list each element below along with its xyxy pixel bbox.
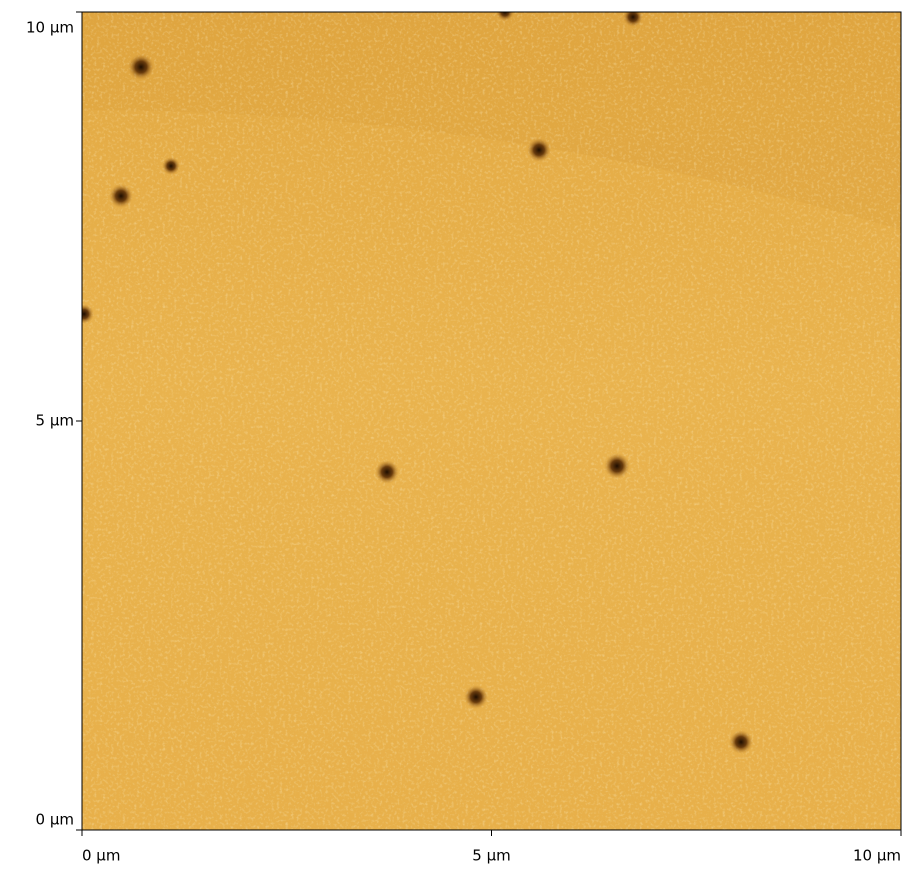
- y-tick-label: 5 µm: [36, 412, 74, 430]
- x-tick-label: 10 µm: [853, 847, 901, 865]
- pit: [623, 12, 643, 27]
- x-tick-label: 0 µm: [82, 847, 120, 865]
- pit: [128, 54, 154, 80]
- pit: [527, 138, 551, 162]
- y-tick-label: 0 µm: [36, 811, 74, 829]
- y-tick-label: 10 µm: [26, 19, 74, 37]
- pit: [82, 304, 94, 324]
- x-tick-label: 5 µm: [472, 847, 510, 865]
- pits: [82, 12, 753, 754]
- pit: [604, 453, 630, 479]
- pit: [729, 730, 753, 754]
- afm-image: [82, 12, 901, 830]
- pit: [375, 460, 399, 484]
- pit: [109, 184, 133, 208]
- pit: [464, 685, 488, 709]
- pit: [162, 157, 180, 175]
- texture: [82, 12, 901, 830]
- pit: [496, 12, 514, 21]
